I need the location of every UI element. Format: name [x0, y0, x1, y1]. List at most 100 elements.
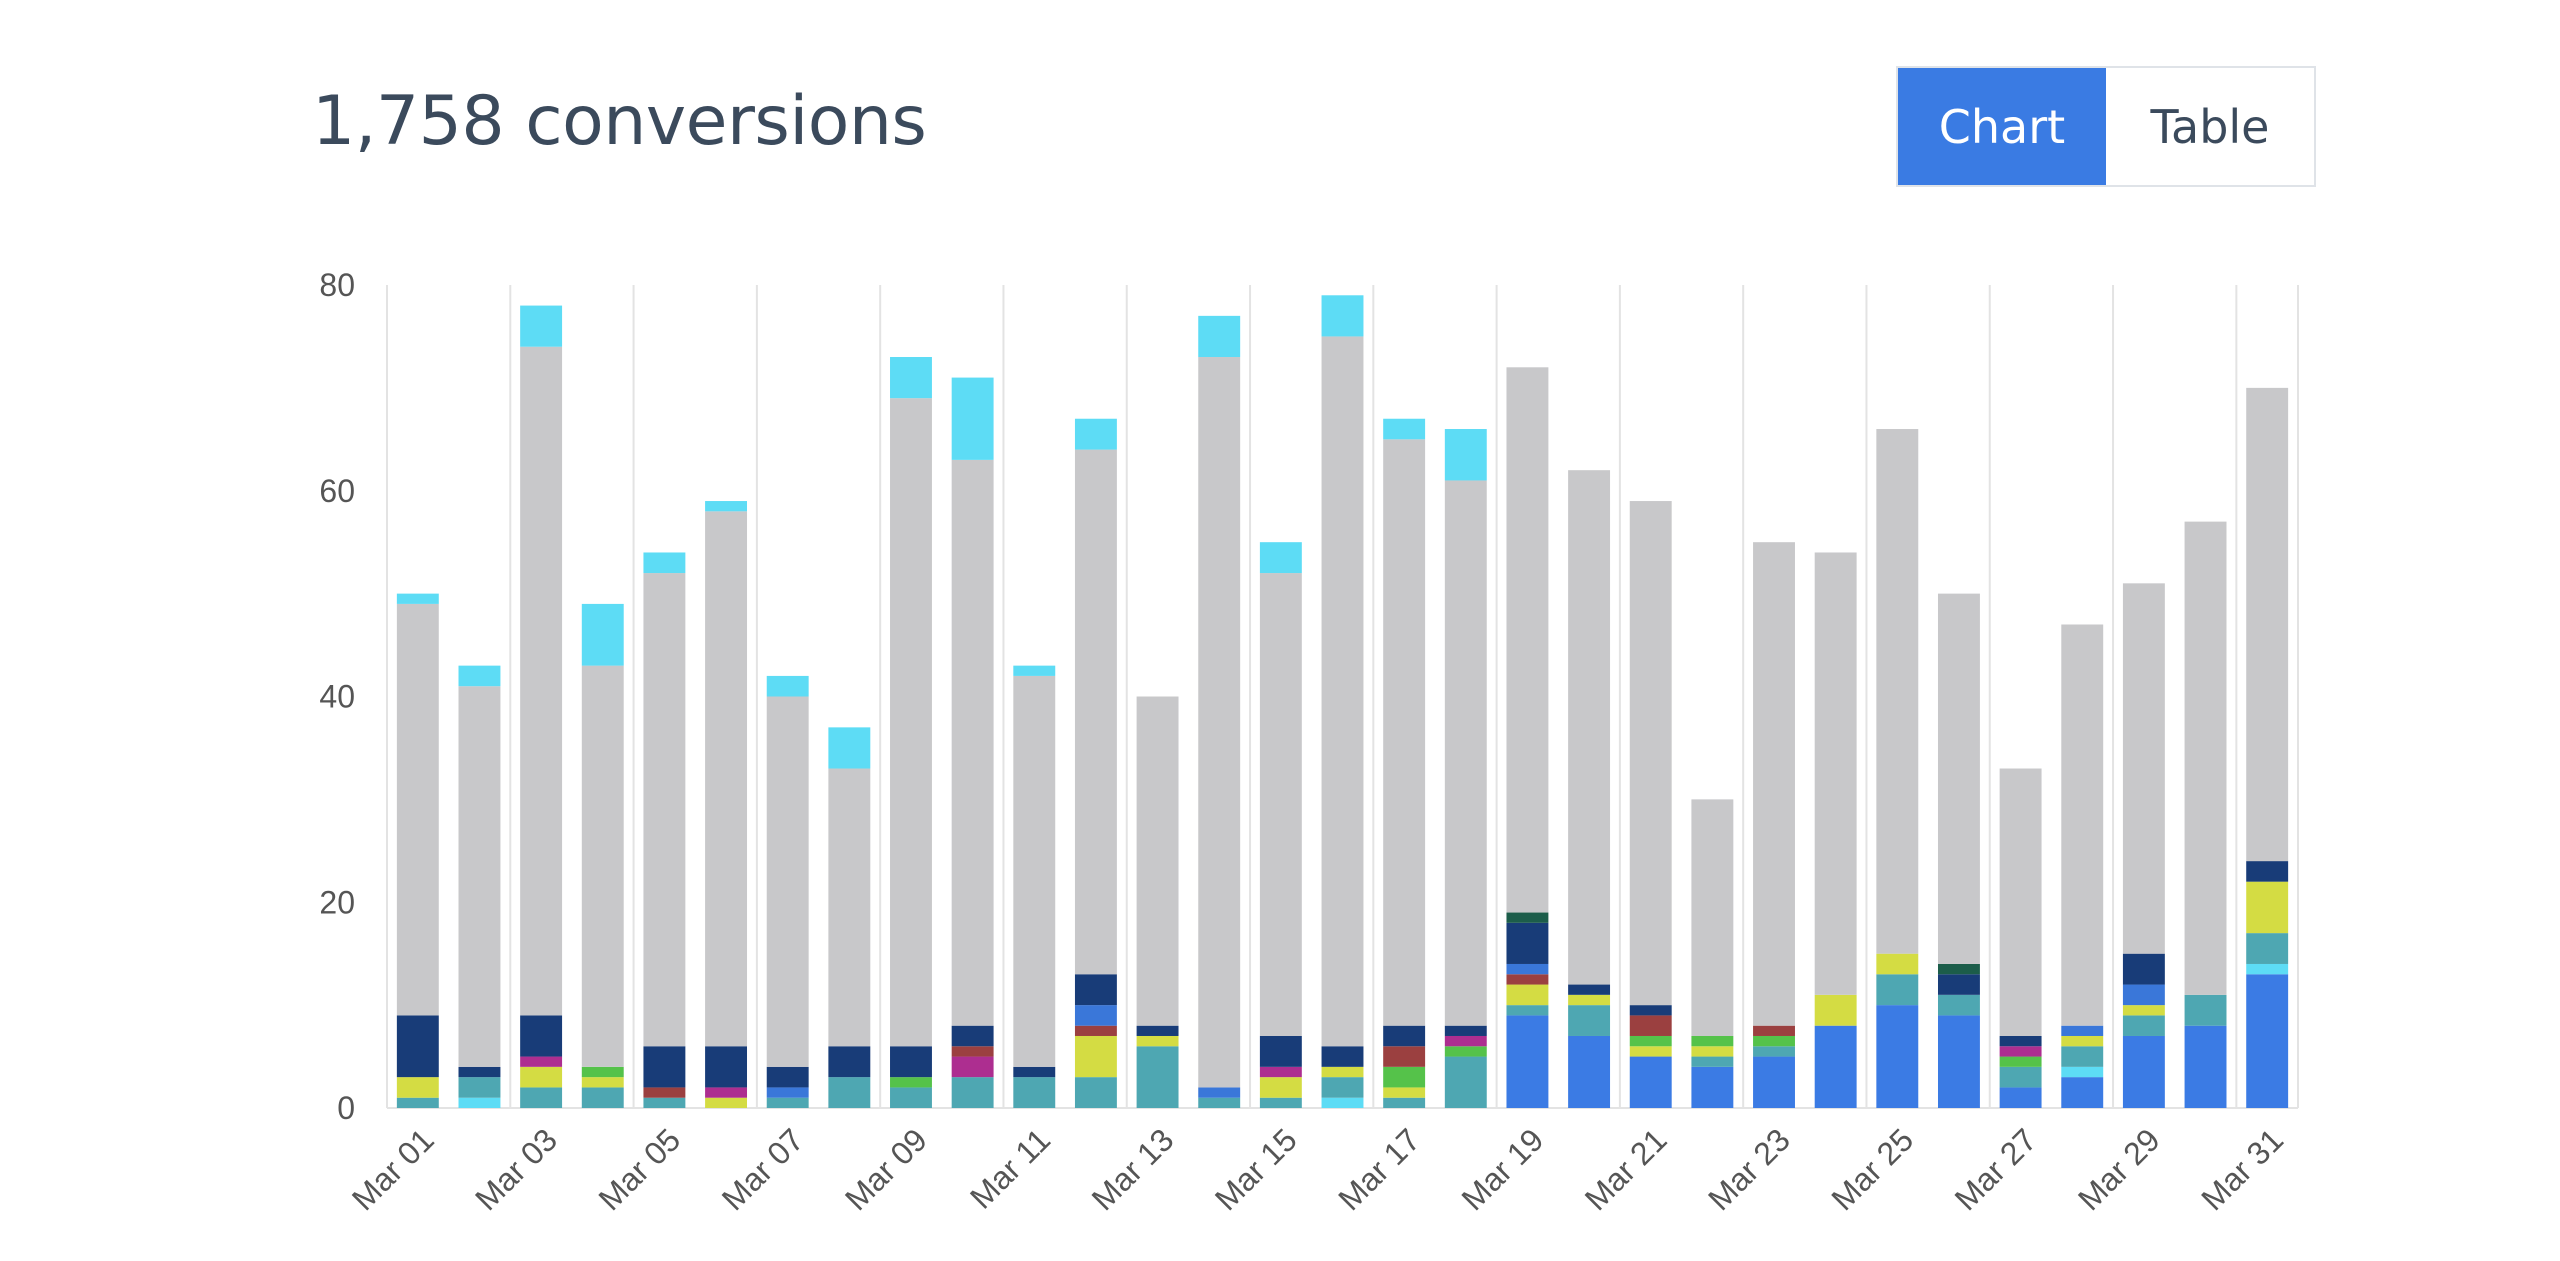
bar-segment-teal [1506, 1005, 1549, 1016]
bar-segment-teal [766, 1097, 809, 1108]
bar-segment-teal [1876, 974, 1919, 1006]
bar-segment-grey [1074, 449, 1117, 975]
bar-segment-green [1444, 1046, 1487, 1057]
bar-segment-lime [1876, 953, 1919, 975]
bar-segment-blue [1568, 1035, 1611, 1108]
bar-segment-lime [1506, 984, 1549, 1006]
x-tick-label: Mar 31 [2194, 1121, 2290, 1217]
x-tick-label: Mar 19 [1455, 1121, 1551, 1217]
bar-segment-topcyan [396, 593, 439, 604]
bar-segment-grey [1568, 470, 1611, 985]
bar-segment-rust [1506, 974, 1549, 985]
bar-segment-navy [951, 1025, 994, 1047]
y-tick-label: 0 [337, 1090, 355, 1126]
bar-segment-lime [520, 1066, 563, 1088]
bar-segment-teal [1136, 1046, 1179, 1108]
bar-segment-topcyan [951, 377, 994, 460]
bar-segment-lime [1814, 994, 1857, 1026]
bar-segment-topcyan [1013, 665, 1056, 676]
bar-segment-grey [520, 346, 563, 1016]
bar-segment-grey [2184, 521, 2227, 995]
bar-segment-grey [1937, 593, 1980, 964]
bar-segment-teal [581, 1087, 624, 1108]
bar-segment-teal [1444, 1056, 1487, 1108]
bar-segment-topcyan [1383, 418, 1426, 440]
chart-view-button[interactable]: Chart [1898, 68, 2106, 185]
bar-segment-blue [2246, 974, 2289, 1108]
x-tick-label: Mar 07 [715, 1121, 811, 1217]
table-view-button[interactable]: Table [2106, 68, 2314, 185]
bar-segment-teal [1074, 1077, 1117, 1108]
bar-segment-topcyan [1259, 542, 1302, 574]
bar-segment-darkgreen [1506, 912, 1549, 923]
bar-segment-lime [581, 1077, 624, 1088]
bar-segment-skyblue [1198, 1087, 1241, 1098]
bar-segment-grey [643, 573, 686, 1047]
bar-segment-teal [1259, 1097, 1302, 1108]
bar-segment-green [1999, 1056, 2042, 1067]
bar-segment-teal [828, 1077, 871, 1108]
bar-segment-green [1629, 1035, 1672, 1047]
bar-segment-navy [1136, 1025, 1179, 1036]
bar-segment-teal [2184, 994, 2227, 1026]
bar-segment-topcyan [1074, 418, 1117, 450]
x-tick-label: Mar 09 [838, 1121, 934, 1217]
bar-segment-navy [643, 1046, 686, 1088]
bar-segment-grey [1691, 799, 1734, 1036]
bar-segment-grey [1198, 357, 1241, 1088]
bar-segment-navy [1383, 1025, 1426, 1047]
bar-segment-skyblue [766, 1087, 809, 1098]
bar-segment-topcyan [643, 552, 686, 574]
bar-segment-lime [705, 1097, 748, 1108]
bar-segment-grey [1753, 542, 1795, 1026]
bar-segment-grey [1383, 439, 1426, 1026]
bar-segment-topcyan [766, 675, 809, 697]
bar-segment-blue [1753, 1056, 1795, 1108]
bar-segment-navy [890, 1046, 932, 1078]
x-tick-label: Mar 05 [591, 1121, 687, 1217]
bar-segment-navy [396, 1015, 439, 1078]
bar-segment-teal [520, 1087, 563, 1108]
bar-segment-navy [1074, 974, 1117, 1006]
bar-segment-teal [458, 1077, 501, 1098]
bar-segment-navy [705, 1046, 748, 1088]
x-tick-label: Mar 21 [1578, 1121, 1674, 1217]
bar-segment-grey [581, 665, 624, 1067]
x-tick-label: Mar 11 [963, 1121, 1057, 1215]
bar-segment-lime [2061, 1035, 2104, 1047]
bar-segment-magenta [1259, 1066, 1302, 1078]
bar-segment-cyan [1321, 1097, 1364, 1108]
bar-segment-lime [2122, 1005, 2165, 1016]
bar-segment-rust [1383, 1046, 1426, 1067]
bar-segment-grey [1814, 552, 1857, 995]
bar-segment-teal [1383, 1097, 1426, 1108]
bar-segment-teal [890, 1087, 932, 1108]
x-tick-label: Mar 27 [1948, 1121, 2044, 1217]
bar-segment-navy [458, 1066, 501, 1078]
y-tick-label: 60 [319, 473, 355, 509]
bar-segment-magenta [951, 1056, 994, 1078]
bar-segment-magenta [1999, 1046, 2042, 1057]
bar-segment-teal [1999, 1066, 2042, 1088]
bar-segment-darkgreen [1937, 963, 1980, 975]
bar-segment-teal [1198, 1097, 1241, 1108]
x-tick-label: Mar 13 [1085, 1121, 1181, 1217]
bar-segment-lime [1383, 1087, 1426, 1098]
bar-segment-magenta [520, 1056, 563, 1067]
bar-segment-skyblue [1506, 963, 1549, 975]
bar-segment-lime [1691, 1046, 1734, 1057]
y-tick-label: 20 [319, 884, 355, 920]
bar-segment-blue [2061, 1077, 2104, 1108]
bar-segment-blue [1691, 1066, 1734, 1108]
bar-segment-topcyan [705, 501, 748, 512]
bar-segment-blue [2184, 1025, 2227, 1108]
bar-segment-rust [1629, 1015, 1672, 1036]
bar-segment-grey [1136, 696, 1179, 1026]
bar-segment-teal [1753, 1046, 1795, 1057]
x-tick-label: Mar 25 [1824, 1121, 1920, 1217]
bar-segment-grey [2122, 583, 2165, 954]
bar-segment-navy [766, 1066, 809, 1088]
bar-segment-teal [1568, 1005, 1611, 1036]
bar-segment-grey [1321, 336, 1364, 1047]
